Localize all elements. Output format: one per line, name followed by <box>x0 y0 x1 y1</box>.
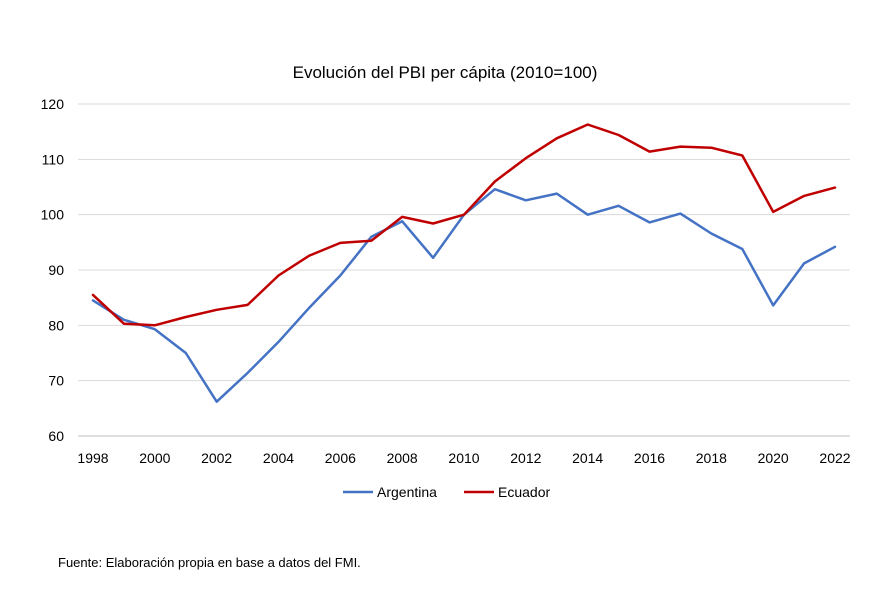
y-tick-label: 70 <box>48 373 64 389</box>
x-tick-label: 2020 <box>758 450 789 466</box>
chart-title: Evolución del PBI per cápita (2010=100) <box>293 63 598 82</box>
legend: Argentina Ecuador <box>343 484 550 500</box>
x-tick-label: 1998 <box>77 450 108 466</box>
x-tick-label: 2022 <box>819 450 850 466</box>
x-tick-label: 2002 <box>201 450 232 466</box>
x-tick-label: 2006 <box>325 450 356 466</box>
series-line-argentina <box>91 187 837 403</box>
series-line-ecuador <box>91 123 837 327</box>
x-tick-label: 2004 <box>263 450 294 466</box>
y-axis-tick-labels: 60 70 80 90 100 110 120 <box>41 96 65 444</box>
x-tick-label: 2000 <box>139 450 170 466</box>
series-lines <box>91 123 837 403</box>
y-tick-label: 100 <box>41 207 65 223</box>
x-tick-label: 2012 <box>510 450 541 466</box>
y-tick-label: 120 <box>41 96 65 112</box>
legend-label-ecuador: Ecuador <box>498 484 550 500</box>
x-tick-label: 2016 <box>634 450 665 466</box>
y-tick-label: 90 <box>48 262 64 278</box>
x-tick-label: 2010 <box>448 450 479 466</box>
source-note: Fuente: Elaboración propia en base a dat… <box>58 555 361 570</box>
x-tick-label: 2008 <box>387 450 418 466</box>
x-tick-label: 2018 <box>696 450 727 466</box>
x-axis-tick-labels: 1998 2000 2002 2004 2006 2008 2010 2012 2014 2016… <box>77 450 850 466</box>
legend-label-argentina: Argentina <box>377 484 437 500</box>
x-tick-label: 2014 <box>572 450 603 466</box>
y-tick-label: 60 <box>48 428 64 444</box>
y-tick-label: 110 <box>42 151 65 167</box>
y-tick-label: 80 <box>48 317 64 333</box>
